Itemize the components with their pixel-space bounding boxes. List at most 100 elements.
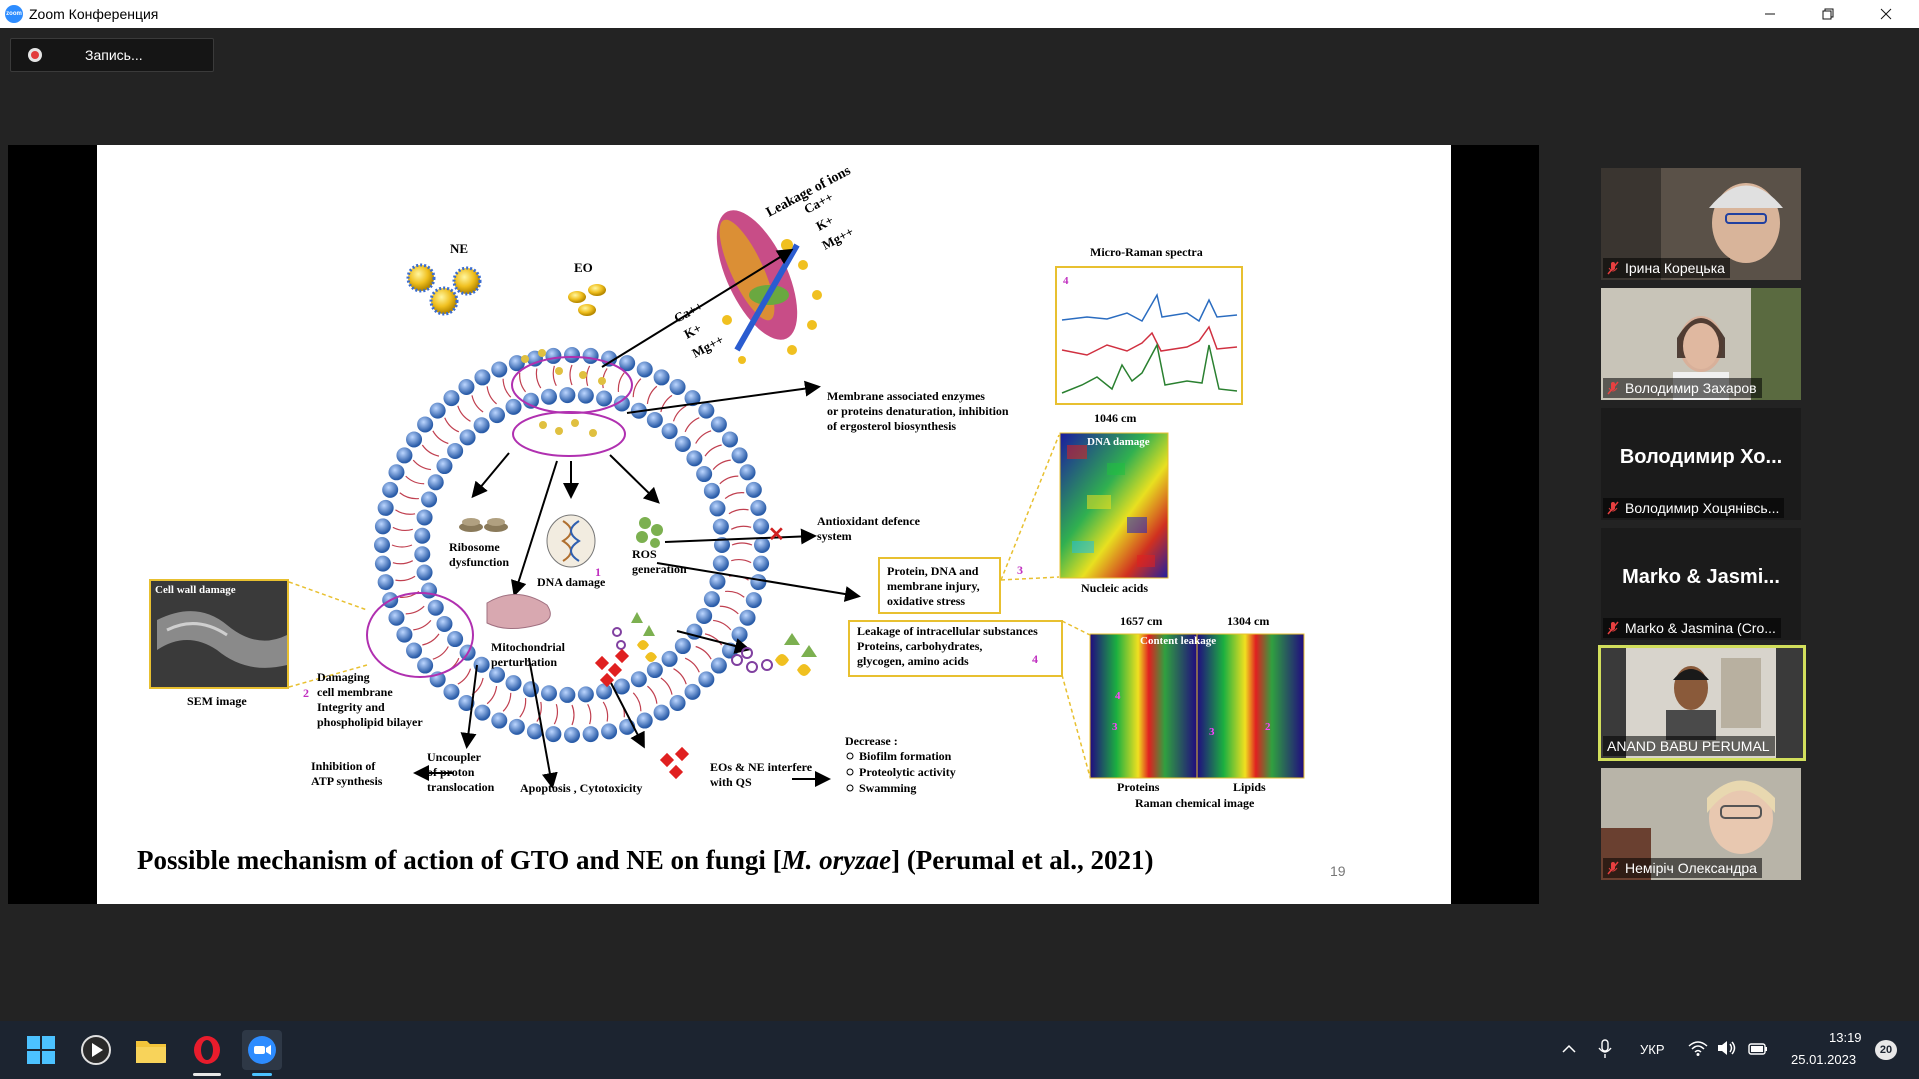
decrease-item: Biofilm formation bbox=[859, 749, 952, 763]
damaging-text: cell membrane bbox=[317, 685, 393, 699]
decrease-item: Swamming bbox=[859, 781, 916, 795]
inhibition-text: ATP synthesis bbox=[311, 774, 383, 788]
proteins-label: Proteins bbox=[1117, 780, 1160, 794]
media-player-icon[interactable] bbox=[76, 1030, 116, 1070]
recording-indicator[interactable]: Запись... bbox=[10, 38, 214, 72]
presentation-slide: ✕ bbox=[97, 145, 1451, 904]
ribosome-shapes bbox=[459, 518, 508, 532]
wifi-icon[interactable] bbox=[1688, 1040, 1708, 1059]
leakage-box-text: Proteins, carbohydrates, bbox=[857, 639, 982, 653]
uncoupler-text: translocation bbox=[427, 780, 495, 794]
image-number: 3 bbox=[1209, 726, 1215, 738]
decrease-title: Decrease : bbox=[845, 734, 898, 748]
raman-number: 4 bbox=[1063, 275, 1069, 287]
eo-particles bbox=[568, 284, 606, 316]
keyboard-language[interactable]: УКР bbox=[1640, 1042, 1665, 1057]
ros-particles bbox=[636, 517, 663, 548]
decrease-item: Proteolytic activity bbox=[859, 765, 956, 779]
participant-tile-active-speaker[interactable]: ANAND BABU PERUMAL bbox=[1598, 645, 1806, 761]
ribosome-text: dysfunction bbox=[449, 555, 509, 569]
windows-start-icon[interactable] bbox=[21, 1030, 61, 1070]
lipids-label: Lipids bbox=[1233, 780, 1266, 794]
show-hidden-icons-icon[interactable] bbox=[1561, 1041, 1577, 1060]
window-title: Zoom Конференция bbox=[29, 6, 159, 22]
cell-wall-damage-label: Cell wall damage bbox=[155, 584, 236, 596]
qs-text: with QS bbox=[710, 775, 752, 789]
close-button[interactable] bbox=[1857, 0, 1915, 28]
step-number: 4 bbox=[1032, 652, 1038, 666]
participant-nameplate: Marko & Jasmina (Cro... bbox=[1603, 618, 1781, 638]
svg-text:✕: ✕ bbox=[768, 524, 785, 546]
mechanism-diagram: ✕ bbox=[149, 163, 1305, 810]
minimize-button[interactable] bbox=[1741, 0, 1799, 28]
mito-text: perturbation bbox=[491, 655, 557, 669]
dna-icon bbox=[546, 514, 596, 568]
damaging-text: phospholipid bilayer bbox=[317, 715, 423, 729]
participant-name: Володимир Хоцянівсь... bbox=[1625, 500, 1780, 516]
mic-muted-icon bbox=[1607, 381, 1619, 395]
participant-tile[interactable]: Володимир Хо... Володимир Хоцянівсь... bbox=[1601, 408, 1801, 520]
opera-icon[interactable] bbox=[187, 1030, 227, 1070]
slide-page-number: 19 bbox=[1330, 863, 1346, 879]
ion-label: K+ bbox=[813, 212, 836, 233]
battery-icon[interactable] bbox=[1748, 1040, 1768, 1059]
zoom-logo-icon: zoom bbox=[5, 5, 23, 23]
notification-badge[interactable]: 20 bbox=[1875, 1040, 1897, 1060]
mito-text: Mitochondrial bbox=[491, 640, 566, 654]
participant-tile[interactable]: Неміріч Олександра bbox=[1601, 768, 1801, 880]
minimize-icon bbox=[1765, 13, 1775, 15]
participant-nameplate: ANAND BABU PERUMAL bbox=[1603, 736, 1775, 756]
participant-tile[interactable]: Володимир Захаров bbox=[1601, 288, 1801, 400]
image-number: 4 bbox=[1115, 690, 1121, 702]
sem-image-label: SEM image bbox=[187, 694, 247, 708]
clock-time[interactable]: 13:19 bbox=[1829, 1030, 1862, 1045]
leakage-particles bbox=[612, 612, 817, 676]
wavenumber-1046: 1046 cm bbox=[1094, 411, 1136, 425]
antioxidant-text: system bbox=[817, 529, 852, 543]
participant-tile[interactable]: Marko & Jasmi... Marko & Jasmina (Cro... bbox=[1601, 528, 1801, 640]
participant-nameplate: Володимир Хоцянівсь... bbox=[1603, 498, 1785, 518]
participant-name: Ірина Корецька bbox=[1625, 260, 1725, 276]
damaging-text: Damaging bbox=[317, 670, 370, 684]
ne-label: NE bbox=[450, 241, 468, 256]
participant-tile[interactable]: Ірина Корецька bbox=[1601, 168, 1801, 280]
ne-particles bbox=[406, 263, 482, 316]
microphone-icon[interactable] bbox=[1598, 1039, 1612, 1062]
ion-label: K+ bbox=[681, 320, 704, 341]
membrane-enzymes-text: Membrane associated enzymes bbox=[827, 389, 985, 403]
dna-damage-text: DNA damage bbox=[537, 575, 606, 589]
wavenumber-1657: 1657 cm bbox=[1120, 614, 1162, 628]
slide-caption: Possible mechanism of action of GTO and … bbox=[137, 845, 1154, 876]
file-explorer-icon[interactable] bbox=[131, 1030, 171, 1070]
image-number: 2 bbox=[1265, 721, 1271, 733]
taskbar: УКР 13:19 25.01.2023 20 bbox=[0, 1021, 1919, 1079]
opera-running-indicator bbox=[193, 1073, 221, 1076]
caption-species: M. oryzae bbox=[781, 845, 892, 875]
mic-muted-icon bbox=[1607, 621, 1619, 635]
volume-icon[interactable] bbox=[1717, 1040, 1737, 1059]
participant-nameplate: Ірина Корецька bbox=[1603, 258, 1730, 278]
restore-icon bbox=[1822, 8, 1834, 20]
window-titlebar: zoom Zoom Конференция bbox=[0, 0, 1919, 28]
image-number: 3 bbox=[1112, 721, 1118, 733]
content-leakage-label: Content leakage bbox=[1140, 635, 1216, 647]
restore-button[interactable] bbox=[1799, 0, 1857, 28]
participant-name: Володимир Захаров bbox=[1625, 380, 1757, 396]
caption-text: Possible mechanism of action of GTO and … bbox=[137, 845, 782, 875]
membrane-enzymes-text: of ergosterol biosynthesis bbox=[827, 419, 956, 433]
mic-muted-icon bbox=[1607, 861, 1619, 875]
zoom-icon[interactable] bbox=[242, 1030, 282, 1070]
protein-box-text: oxidative stress bbox=[887, 594, 965, 608]
step-number: 2 bbox=[303, 686, 309, 700]
antioxidant-text: Antioxidant defence bbox=[817, 514, 921, 528]
close-icon bbox=[1880, 8, 1892, 20]
eo-label: EO bbox=[574, 260, 593, 275]
clock-date[interactable]: 25.01.2023 bbox=[1791, 1052, 1857, 1067]
qs-diamonds bbox=[594, 648, 690, 780]
ros-text: generation bbox=[632, 562, 687, 576]
ribosome-text: Ribosome bbox=[449, 540, 500, 554]
ion-label: Ca++ bbox=[671, 298, 705, 326]
leakage-box-text: Leakage of intracellular substances bbox=[857, 624, 1038, 638]
cell-membrane-ring bbox=[374, 347, 770, 743]
mic-muted-icon bbox=[1607, 261, 1619, 275]
